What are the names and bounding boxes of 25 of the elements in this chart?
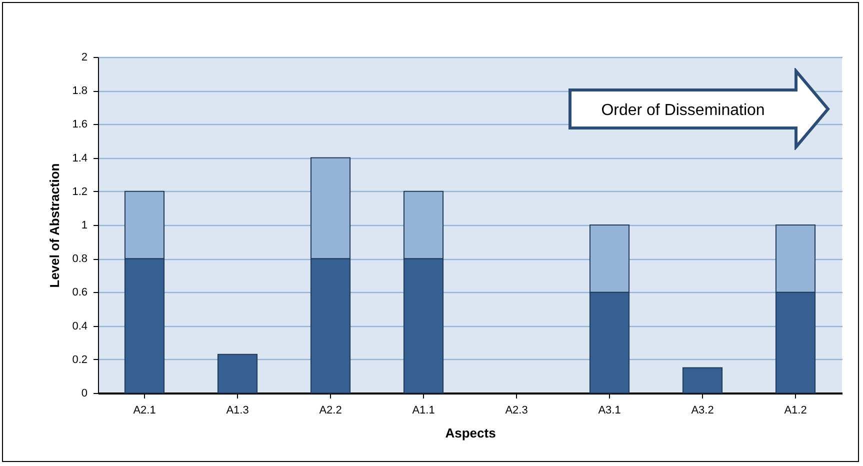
- y-tick-label: 1.2: [72, 186, 88, 198]
- x-tick-label: A2.2: [319, 404, 342, 416]
- x-tick-label: A3.2: [691, 404, 714, 416]
- x-tick-label: A1.3: [226, 404, 249, 416]
- annotation: Order of Dissemination: [601, 102, 765, 119]
- y-tick-label: 0.2: [72, 354, 88, 366]
- y-tick-label: 1.8: [72, 85, 88, 98]
- y-tick-label: 1.6: [72, 118, 88, 131]
- y-tick-label: 2: [81, 52, 88, 64]
- y-tick-label: 1.4: [72, 152, 88, 164]
- y-axis-title: Level of Abstraction: [47, 163, 62, 288]
- x-tick-label: A3.1: [598, 404, 621, 416]
- bar: [682, 367, 723, 394]
- x-tick-label: A1.2: [784, 404, 807, 416]
- x-tick-label: A1.1: [412, 404, 435, 416]
- y-tick-label: 0.6: [72, 286, 88, 299]
- y-tick-label: 1: [81, 220, 88, 232]
- y-tick-label: 0.8: [72, 253, 88, 266]
- y-tick-label: 0: [81, 388, 88, 400]
- x-tick-label: A2.1: [133, 404, 156, 416]
- y-tick-label: 0.4: [72, 320, 88, 332]
- bar: [217, 354, 258, 394]
- x-axis-title: Aspects: [445, 426, 496, 440]
- x-tick-label: A2.3: [505, 404, 528, 416]
- arrow-icon: Order of Dissemination: [568, 68, 832, 150]
